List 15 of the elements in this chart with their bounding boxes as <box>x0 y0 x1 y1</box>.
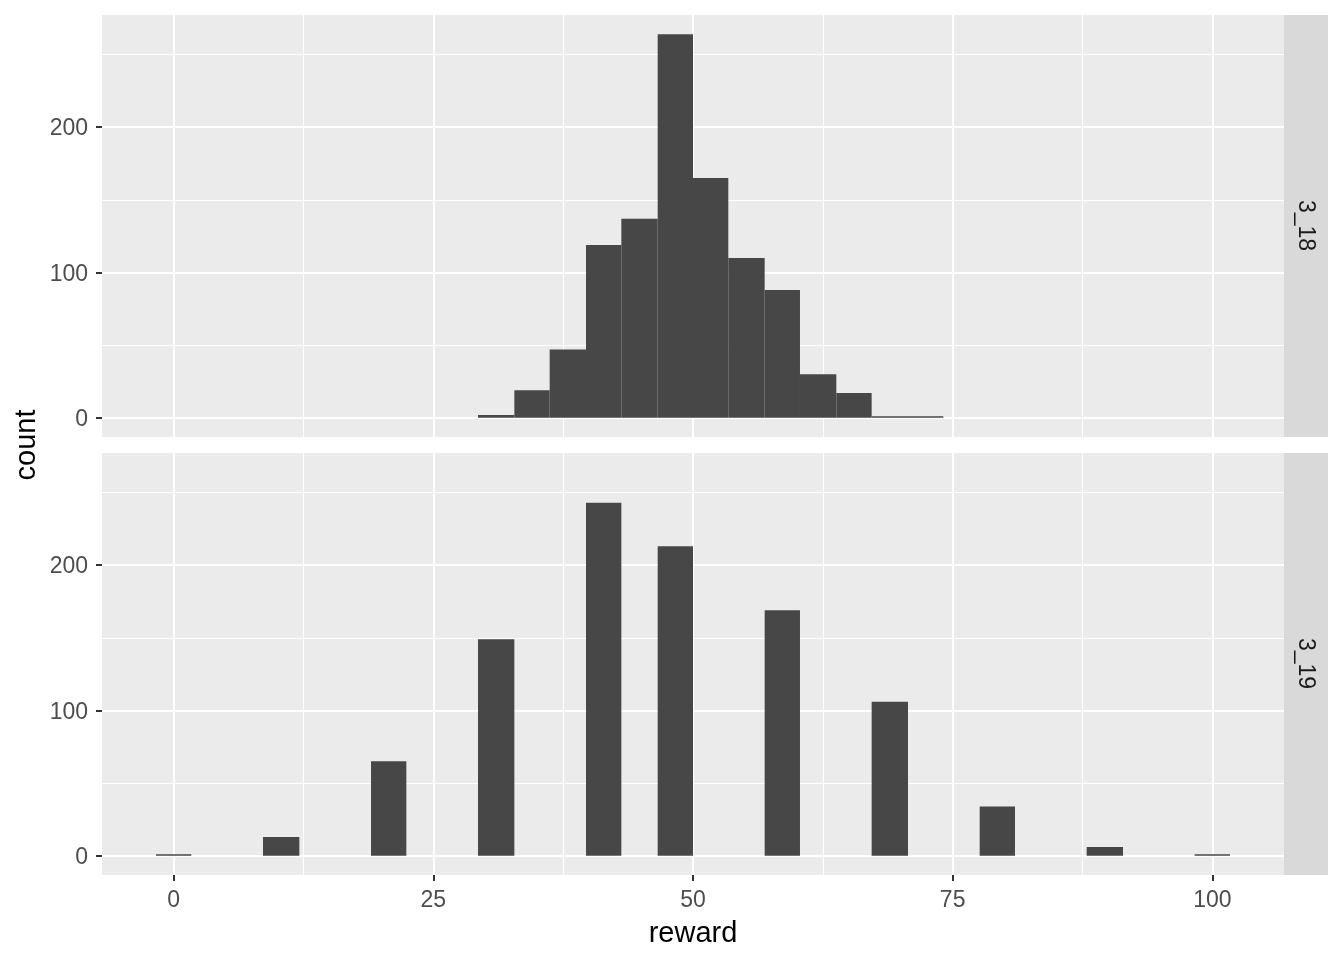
x-tick-label: 75 <box>939 885 966 912</box>
y-axis-title: count <box>8 409 41 481</box>
x-tick-label: 50 <box>680 885 706 912</box>
y-tick-label: 0 <box>75 404 88 431</box>
x-tick-label: 0 <box>167 885 181 912</box>
y-tick-label: 200 <box>49 552 88 579</box>
x-tick-label: 100 <box>1193 885 1232 912</box>
y-tick-label: 100 <box>49 697 88 724</box>
y-tick-label: 0 <box>75 842 88 869</box>
x-axis-title: reward <box>648 915 738 948</box>
text: 3_19 <box>1293 638 1320 690</box>
x-tick-label: 25 <box>420 885 447 912</box>
text: 3_18 <box>1293 200 1320 252</box>
y-tick-label: 100 <box>49 259 88 286</box>
y-tick-label: 200 <box>49 114 88 141</box>
